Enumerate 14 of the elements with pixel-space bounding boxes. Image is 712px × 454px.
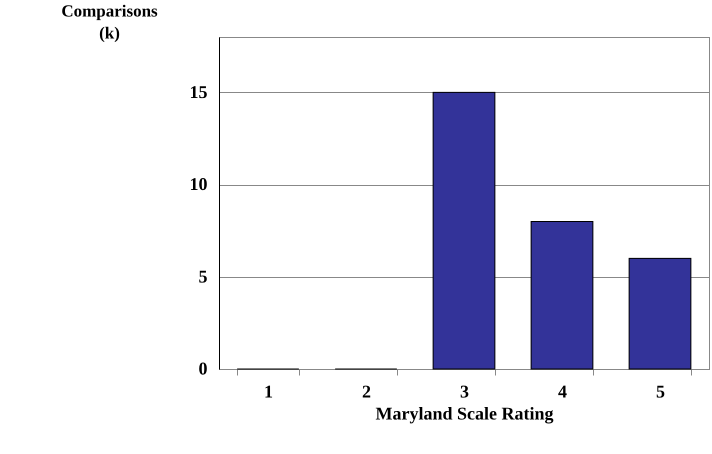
x-tick-label: 1 bbox=[264, 382, 273, 402]
y-tick-label: 15 bbox=[190, 82, 208, 102]
x-tick-label: 5 bbox=[656, 382, 665, 402]
bar bbox=[432, 92, 496, 370]
bar bbox=[530, 220, 594, 370]
x-tick-label: 3 bbox=[460, 382, 469, 402]
y-tick-label: 5 bbox=[198, 266, 208, 286]
y-axis-title: Comparisons (k) bbox=[61, 2, 158, 42]
x-axis-title: Maryland Scale Rating bbox=[376, 404, 554, 424]
y-tick-label: 0 bbox=[198, 358, 208, 378]
x-tick-label: 2 bbox=[362, 382, 371, 402]
y-tick-label: 10 bbox=[190, 174, 208, 194]
x-tick-label: 4 bbox=[558, 382, 567, 402]
bar bbox=[628, 258, 692, 370]
